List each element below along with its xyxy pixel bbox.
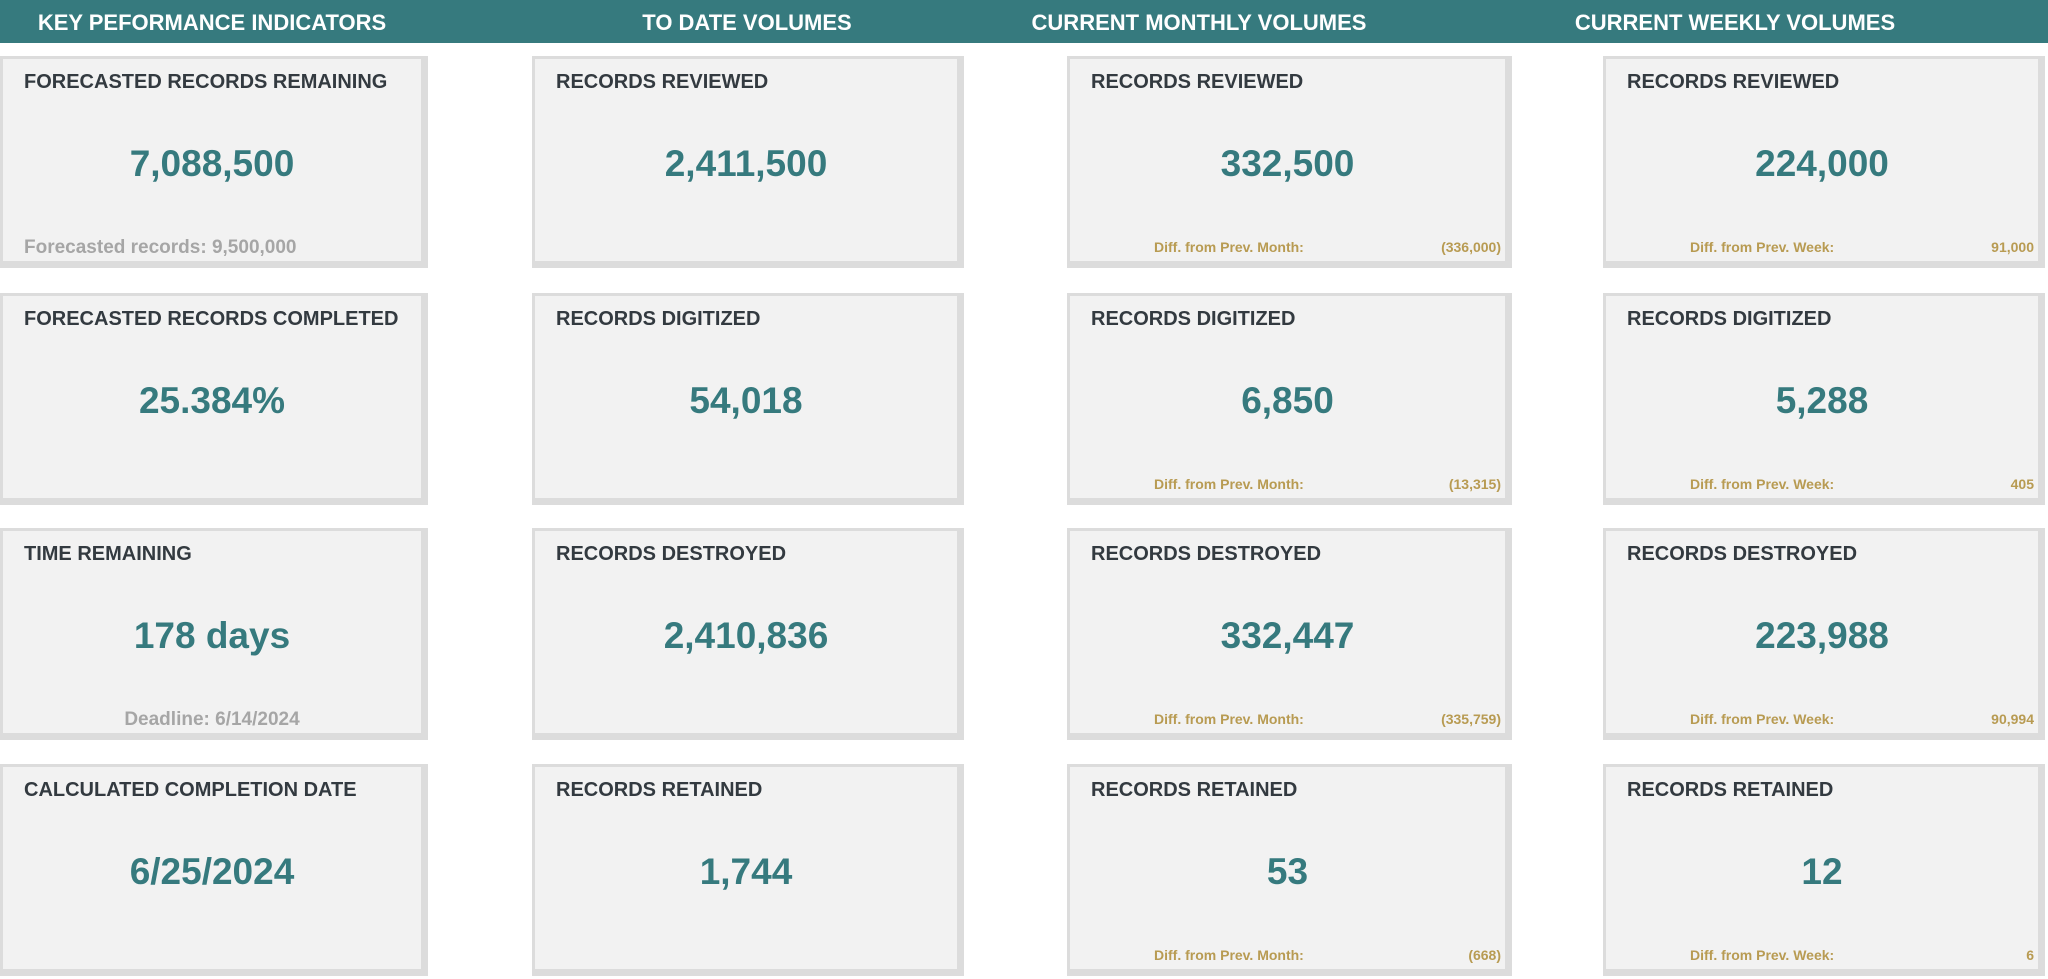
card-value: 2,411,500 (664, 143, 828, 184)
kpi-card: RECORDS DESTROYED 223,988 Diff. from Prev.… (1603, 528, 2045, 740)
diff-label: Diff. from Prev. Month: (1154, 947, 1304, 963)
kpi-card: FORECASTED RECORDS REMAINING 7,088,500 For… (0, 56, 428, 268)
diff-label: Diff. from Prev. Month: (1154, 239, 1304, 255)
kpi-card: TIME REMAINING 178 days Deadline: 6/14/202… (0, 528, 428, 740)
card-value: 1,744 (699, 851, 793, 892)
card-title: RECORDS DIGITIZED (1091, 308, 1296, 330)
diff-label: Diff. from Prev. Week: (1690, 711, 1835, 727)
kpi-card: RECORDS DIGITIZED 54,018 (532, 293, 964, 505)
card-value: 332,447 (1220, 615, 1355, 656)
card-value: 54,018 (689, 380, 803, 421)
column-header: KEY PEFORMANCE INDICATORS (37, 10, 387, 35)
diff-label: Diff. from Prev. Month: (1154, 476, 1304, 492)
card-note: Deadline: 6/14/2024 (124, 709, 300, 730)
card-title: RECORDS RETAINED (1091, 779, 1298, 801)
kpi-card: RECORDS RETAINED 12 Diff. from Prev. Week:… (1603, 764, 2045, 976)
kpi-card: CALCULATED COMPLETION DATE 6/25/2024 (0, 764, 428, 976)
card-title: FORECASTED RECORDS COMPLETED (24, 308, 399, 330)
card-value: 224,000 (1755, 143, 1889, 184)
card-title: RECORDS REVIEWED (556, 71, 769, 93)
card-value: 6,850 (1241, 380, 1334, 421)
column-header: TO DATE VOLUMES (642, 10, 852, 35)
diff-value: (336,000) (1441, 239, 1501, 255)
diff-value: 6 (2026, 947, 2034, 963)
diff-label: Diff. from Prev. Month: (1154, 711, 1304, 727)
column-header: CURRENT WEEKLY VOLUMES (1574, 10, 1896, 35)
header-bar (0, 0, 2048, 43)
card-value: 5,288 (1775, 380, 1869, 421)
diff-value: 91,000 (1991, 239, 2034, 255)
card-value: 53 (1266, 851, 1309, 892)
card-title: RECORDS DIGITIZED (556, 308, 761, 330)
card-value: 332,500 (1220, 143, 1355, 184)
card-title: RECORDS DESTROYED (1627, 543, 1858, 565)
card-value: 178 days (133, 615, 291, 656)
card-title: RECORDS DESTROYED (1091, 543, 1322, 565)
column-header: CURRENT MONTHLY VOLUMES (1031, 10, 1367, 35)
kpi-card: RECORDS DIGITIZED 5,288 Diff. from Prev. W… (1603, 293, 2045, 505)
card-value: 12 (1801, 851, 1843, 892)
card-title: FORECASTED RECORDS REMAINING (24, 71, 388, 93)
kpi-card: RECORDS DESTROYED 332,447 Diff. from Prev.… (1067, 528, 1512, 740)
kpi-card: RECORDS REVIEWED 332,500 Diff. from Prev. … (1067, 56, 1512, 268)
kpi-card: RECORDS REVIEWED 224,000 Diff. from Prev. … (1603, 56, 2045, 268)
card-value: 2,410,836 (663, 615, 829, 656)
card-title: RECORDS REVIEWED (1627, 71, 1840, 93)
kpi-card: FORECASTED RECORDS COMPLETED 25.384% (0, 293, 428, 505)
kpi-card: RECORDS DIGITIZED 6,850 Diff. from Prev. M… (1067, 293, 1512, 505)
card-title: RECORDS REVIEWED (1091, 71, 1304, 93)
diff-value: (335,759) (1441, 711, 1501, 727)
diff-value: (13,315) (1448, 476, 1501, 492)
card-note: Forecasted records: 9,500,000 (24, 237, 297, 258)
card-title: RECORDS DESTROYED (556, 543, 787, 565)
kpi-card: RECORDS RETAINED 53 Diff. from Prev. Month… (1067, 764, 1512, 976)
card-title: TIME REMAINING (24, 543, 192, 565)
diff-label: Diff. from Prev. Week: (1690, 476, 1835, 492)
card-value: 7,088,500 (129, 143, 295, 184)
card-title: RECORDS DIGITIZED (1627, 308, 1832, 330)
diff-label: Diff. from Prev. Week: (1690, 947, 1835, 963)
card-value: 25.384% (138, 380, 286, 421)
kpi-card: RECORDS DESTROYED 2,410,836 (532, 528, 964, 740)
card-value: 6/25/2024 (129, 851, 295, 892)
card-title: CALCULATED COMPLETION DATE (24, 779, 357, 801)
card-value: 223,988 (1755, 615, 1889, 656)
diff-value: (668) (1468, 947, 1501, 963)
card-title: RECORDS RETAINED (556, 779, 763, 801)
diff-label: Diff. from Prev. Week: (1690, 239, 1835, 255)
diff-value: 405 (2010, 476, 2034, 492)
card-title: RECORDS RETAINED (1627, 779, 1834, 801)
kpi-card: RECORDS REVIEWED 2,411,500 (532, 56, 964, 268)
diff-value: 90,994 (1991, 711, 2034, 727)
kpi-card: RECORDS RETAINED 1,744 (532, 764, 964, 976)
